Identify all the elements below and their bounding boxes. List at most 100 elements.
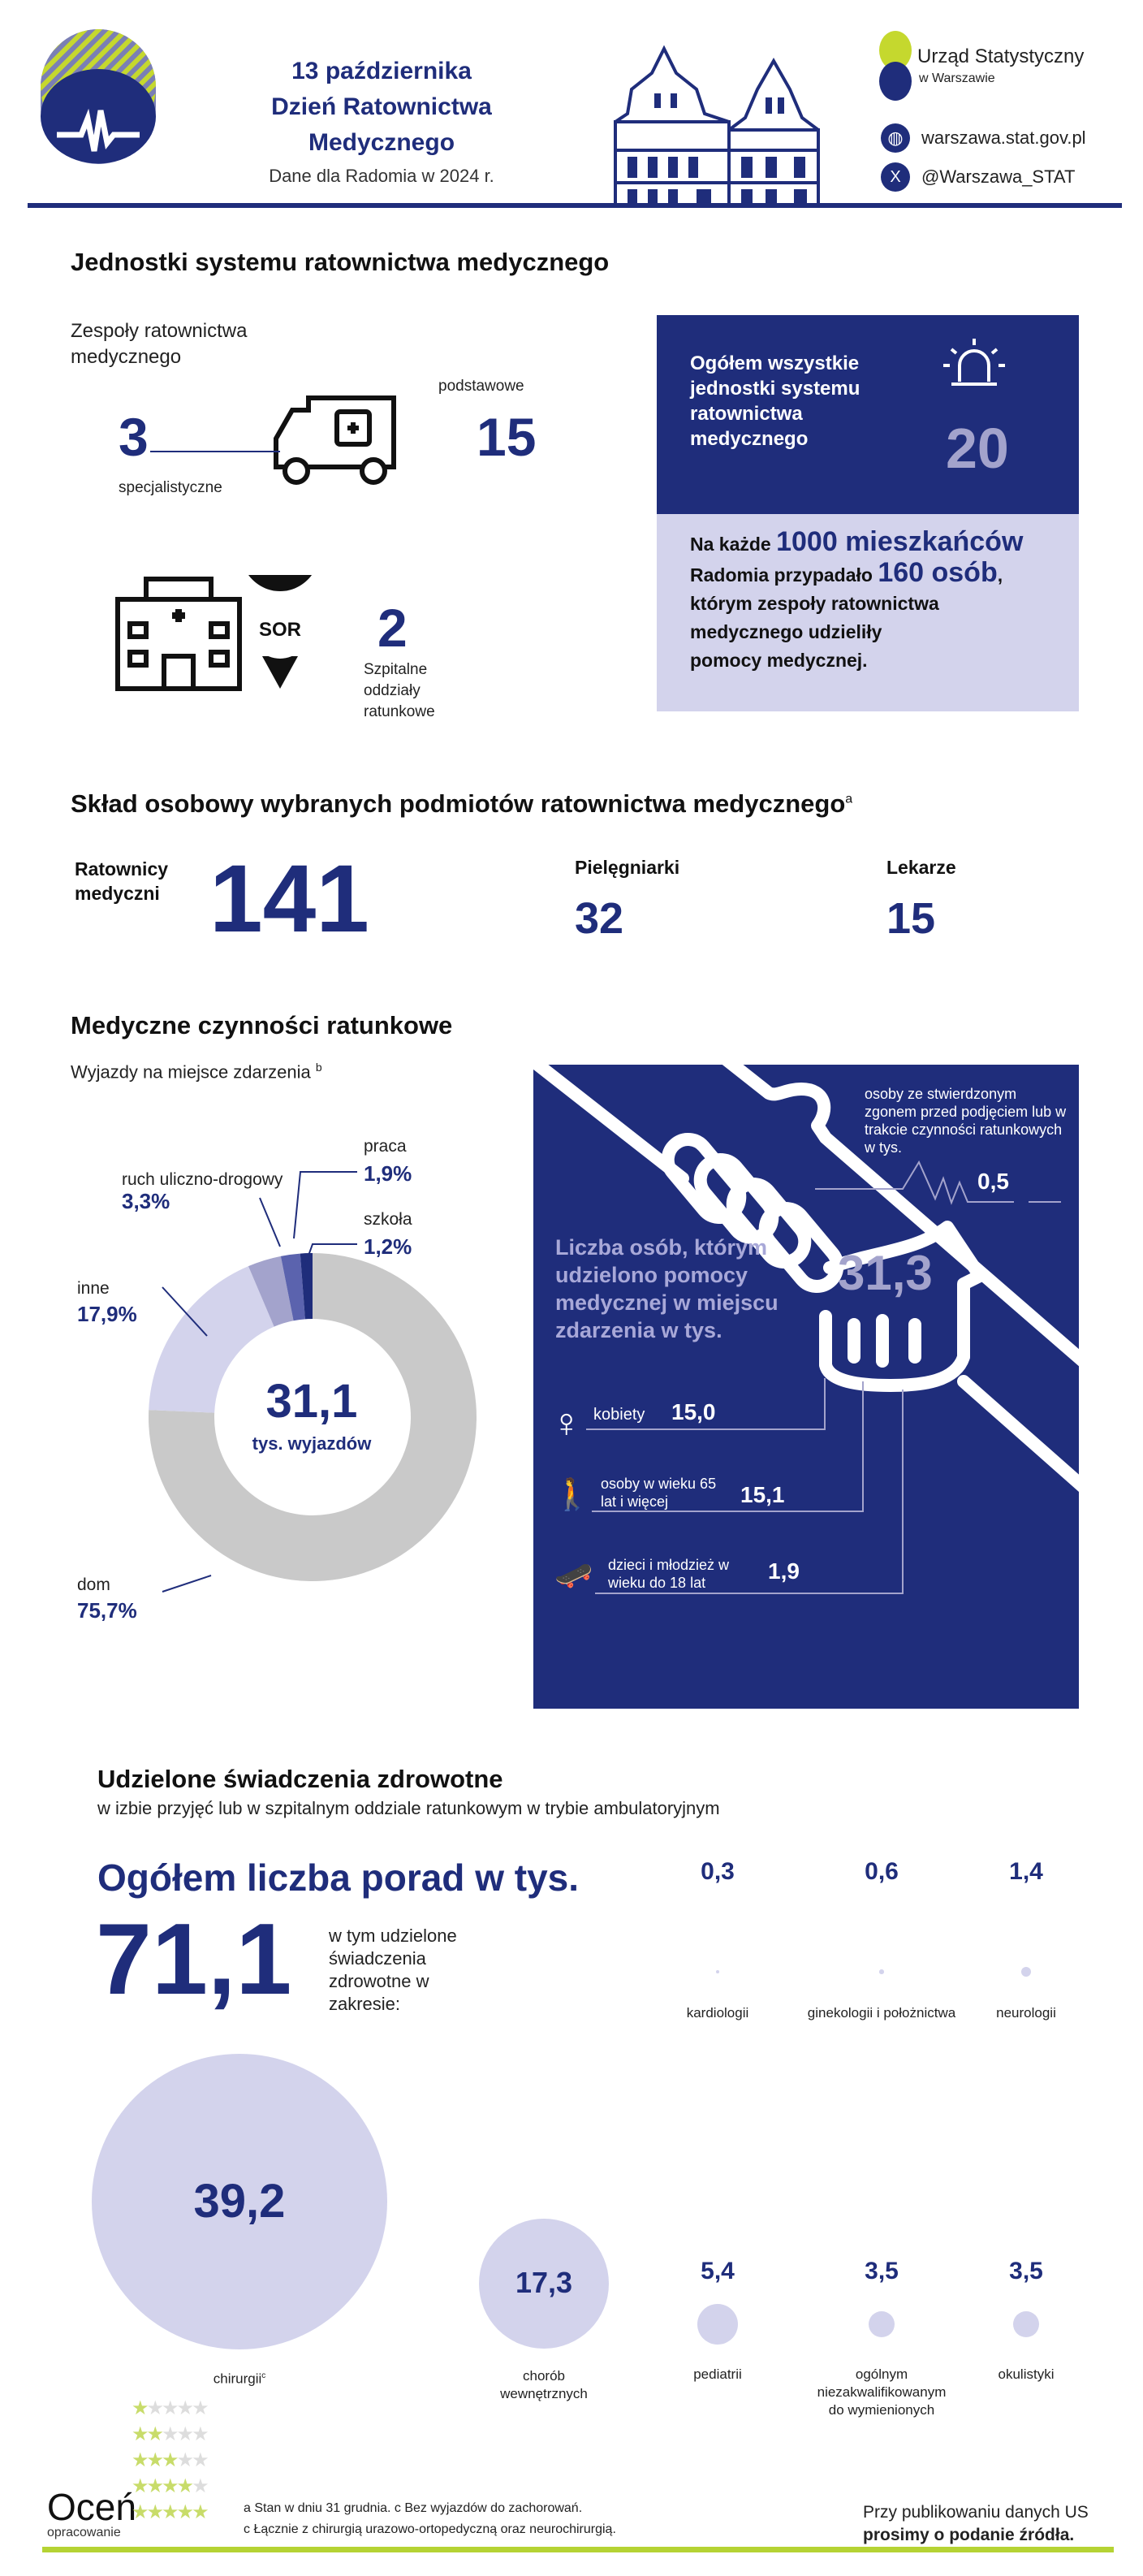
specialist-value: 3: [119, 407, 149, 467]
sor-value: 2: [377, 598, 408, 658]
rate-title: Oceń: [47, 2486, 136, 2528]
footnote-1: a Stan w dniu 31 grudnia. c Bez wyjazdów…: [244, 2501, 583, 2515]
help-panel: osoby ze stwierdzonym zgonem przed podję…: [533, 1065, 1079, 1709]
footnote-2: c Łącznie z chirurgią urazowo-ortopedycz…: [244, 2522, 616, 2536]
basic-label: podstawowe: [438, 378, 524, 395]
bubble-4: [1020, 1966, 1032, 1977]
website-text: warszawa.stat.gov.pl: [921, 128, 1086, 148]
source-note: Przy publikowaniu danych US prosimy o po…: [863, 2501, 1089, 2547]
label-praca-text: praca: [364, 1137, 407, 1156]
donut-slice-1: [149, 1266, 274, 1413]
twitter-text: @Warszawa_STAT: [921, 166, 1076, 187]
header-logo-pill: [41, 29, 156, 164]
donut-chart: [148, 1253, 477, 1581]
staff-title: Skład osobowy wybranych podmiotów ratown…: [71, 789, 852, 819]
rating-row-5[interactable]: ★★★★★: [132, 2501, 209, 2523]
org-logo-icon: [879, 31, 912, 101]
women-value: 15,0: [671, 1399, 716, 1424]
rating-row-4[interactable]: ★★★★★: [132, 2475, 209, 2497]
per1000-highlight: 1000 mieszkańców: [776, 526, 1024, 557]
donut-center-value: 31,1: [265, 1375, 358, 1428]
bubble-value: 0,3: [701, 1858, 735, 1885]
label-dom-text: dom: [77, 1575, 110, 1594]
header-title-line2: Dzień Ratownictwa: [271, 93, 492, 120]
donut-slice-4: [300, 1253, 313, 1320]
org-sub: w Warszawie: [919, 71, 995, 85]
label-ruch-value: 3,3%: [122, 1189, 170, 1213]
children-value: 1,9: [768, 1558, 800, 1584]
donut-leader-lines: [162, 1171, 357, 1593]
heartbeat-icon: [41, 29, 156, 164]
bubble-label: chorób wewnętrznych: [500, 2368, 588, 2401]
bubble-label: pediatrii: [693, 2366, 742, 2382]
donut-slice-0: [148, 1253, 477, 1581]
staff-value-nurses: 32: [575, 894, 624, 943]
bubble-7: [1012, 2310, 1040, 2338]
rating-stars[interactable]: ★★★★★ ★★★★★ ★★★★★ ★★★★★ ★★★★★: [132, 2396, 209, 2526]
label-szkola: szkoła 1,2%: [364, 1210, 412, 1260]
per1000-box: [657, 514, 1079, 711]
services-total-value: 71,1: [96, 1904, 292, 2016]
org-name: Urząd Statystyczny: [917, 45, 1085, 67]
rate-sub: opracowanie: [47, 2526, 121, 2539]
bubble-label: ginekologii i położnictwa: [807, 2005, 956, 2021]
staff-label-nurses: Pielęgniarki: [575, 857, 680, 878]
header-title-line3: Medycznego: [308, 129, 455, 156]
services-scope-text: w tym udzielone świadczenia zdrowotne w …: [329, 1926, 457, 2014]
bubble-label: neurologii: [996, 2005, 1056, 2021]
bubble-label: ogólnym niezakwalifikowanym do wymienion…: [817, 2366, 947, 2418]
per1000-c: Radomia przypadało: [690, 564, 878, 586]
ambulance-pointer-lines: [150, 451, 280, 452]
elderly-icon: 🚶: [553, 1478, 592, 1512]
donut-center-label: tys. wyjazdów: [252, 1433, 372, 1454]
footer-divider: [42, 2547, 1114, 2552]
death-value: 0,5: [977, 1169, 1009, 1194]
child-skateboard-icon: 🛹: [554, 1558, 593, 1593]
bubble-6: [868, 2310, 895, 2338]
rating-row-2[interactable]: ★★★★★: [132, 2423, 209, 2445]
source-note-1: Przy publikowaniu danych US: [863, 2503, 1089, 2522]
women-label: kobiety: [593, 1406, 645, 1424]
label-szkola-value: 1,2%: [364, 1234, 412, 1259]
services-title: Udzielone świadczenia zdrowotne: [97, 1765, 503, 1793]
staff-value-doctors: 15: [886, 894, 936, 943]
bubble-value: 39,2: [193, 2175, 286, 2228]
rescue-subtitle-note: b: [315, 1061, 322, 1074]
label-ruch: ruch uliczno-drogowy 3,3%: [122, 1169, 284, 1212]
children-label: dzieci i młodzież w wieku do 18 lat: [608, 1557, 730, 1591]
bubble-1: [478, 2218, 610, 2349]
rating-row-1[interactable]: ★★★★★: [132, 2397, 209, 2419]
bubble-3: [879, 1969, 884, 1974]
bubble-label: kardiologii: [686, 2005, 749, 2021]
rescue-subtitle-text: Wyjazdy na miejsce zdarzenia: [71, 1061, 311, 1083]
bubble-2: [716, 1970, 719, 1973]
staff-value-paramedics: 141: [209, 845, 369, 953]
donut-slice-2: [248, 1256, 294, 1327]
helping-hand-illustration: [533, 1065, 1079, 1594]
per1000-a: Na każde: [690, 534, 777, 555]
bubble-value: 1,4: [1009, 1858, 1043, 1885]
specialist-label: specjalistyczne: [119, 479, 222, 496]
total-units-text: Ogółem wszystkie jednostki systemu ratow…: [690, 352, 860, 450]
help-main-label: Liczba osób, którym udzielono pomocy med…: [555, 1235, 779, 1342]
x-logo-icon: X: [881, 162, 910, 192]
label-ruch-text: ruch uliczno-drogowy: [122, 1170, 283, 1189]
rate-widget[interactable]: Oceń opracowanie ★★★★★ ★★★★★ ★★★★★ ★★★★★ ★★★…: [45, 2396, 232, 2542]
globe-icon: ◍: [881, 123, 910, 153]
rating-row-3[interactable]: ★★★★★: [132, 2449, 209, 2471]
bubble-label: okulistyki: [998, 2366, 1055, 2382]
hospital-icon: [115, 575, 313, 691]
label-inne-text: inne: [77, 1279, 110, 1298]
bubble-value: 5,4: [701, 2258, 735, 2284]
building-illustration: [614, 45, 820, 207]
death-label: osoby ze stwierdzonym zgonem przed podję…: [865, 1086, 1067, 1156]
staff-label-paramedics: Ratownicy medyczni: [75, 858, 169, 904]
units-title: Jednostki systemu ratownictwa medycznego: [71, 248, 610, 276]
total-units-box: [657, 315, 1079, 514]
website-link[interactable]: ◍ warszawa.stat.gov.pl: [881, 123, 1086, 153]
twitter-link[interactable]: X @Warszawa_STAT: [881, 162, 1075, 192]
header-subtitle: Dane dla Radomia w 2024 r.: [269, 166, 494, 186]
bubble-value: 3,5: [865, 2258, 899, 2284]
sor-badge: SOR: [258, 619, 301, 641]
staff-title-note: a: [845, 792, 853, 806]
